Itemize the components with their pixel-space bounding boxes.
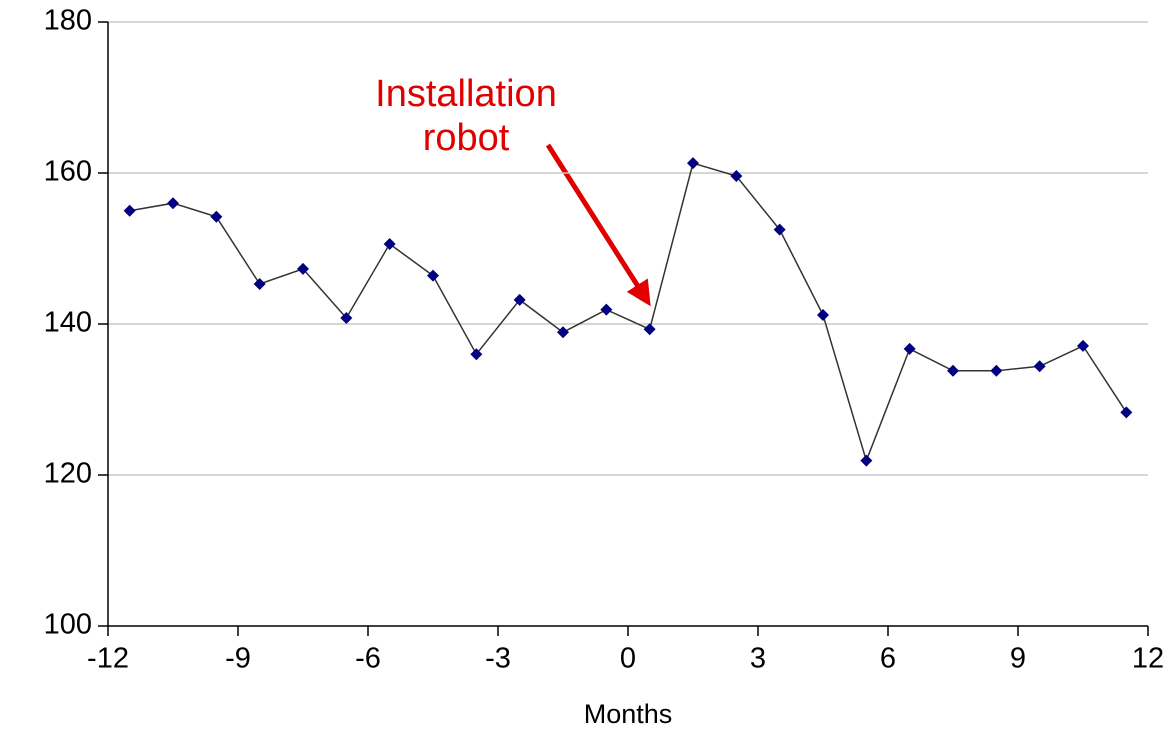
data-point (643, 323, 656, 336)
data-point (860, 454, 873, 467)
data-point (730, 170, 743, 183)
x-tick-label: -3 (485, 643, 511, 675)
data-point (513, 293, 526, 306)
data-point (817, 308, 829, 321)
data-point (903, 342, 916, 355)
x-tick-label: 0 (620, 643, 636, 675)
data-line (129, 162, 1127, 463)
x-tick-label: 9 (1010, 643, 1026, 675)
data-point (210, 210, 223, 223)
data-point (470, 348, 483, 361)
data-point (340, 311, 353, 324)
data-point (1033, 360, 1046, 373)
data-point (427, 269, 439, 282)
annotation-arrow (545, 143, 651, 307)
y-tick-label: 160 (44, 156, 92, 188)
y-tick-label: 100 (44, 609, 92, 641)
y-tick-label: 140 (44, 307, 92, 339)
y-tick-label: 180 (44, 5, 92, 37)
annotation-text: robot (423, 117, 510, 159)
x-tick-label: -12 (87, 643, 129, 675)
x-tick-label: -6 (355, 643, 381, 675)
data-point (297, 262, 309, 275)
data-point (253, 277, 266, 290)
x-tick-label: 6 (880, 643, 896, 675)
x-tick-label: -9 (225, 643, 251, 675)
x-axis-label: Months (584, 699, 673, 729)
data-point (1077, 339, 1089, 352)
x-tick-label: 3 (750, 643, 766, 675)
data-point (1120, 406, 1133, 419)
data-point (990, 364, 1003, 377)
data-point (167, 197, 179, 210)
annotation-text: Installation (375, 73, 557, 115)
x-tick-label: 12 (1132, 643, 1164, 675)
data-point (557, 326, 569, 339)
data-point (383, 237, 396, 250)
data-point (600, 303, 613, 316)
data-point (123, 204, 136, 217)
data-point (947, 364, 959, 377)
y-tick-label: 120 (44, 458, 92, 490)
data-point (687, 157, 699, 170)
data-point (773, 223, 786, 236)
